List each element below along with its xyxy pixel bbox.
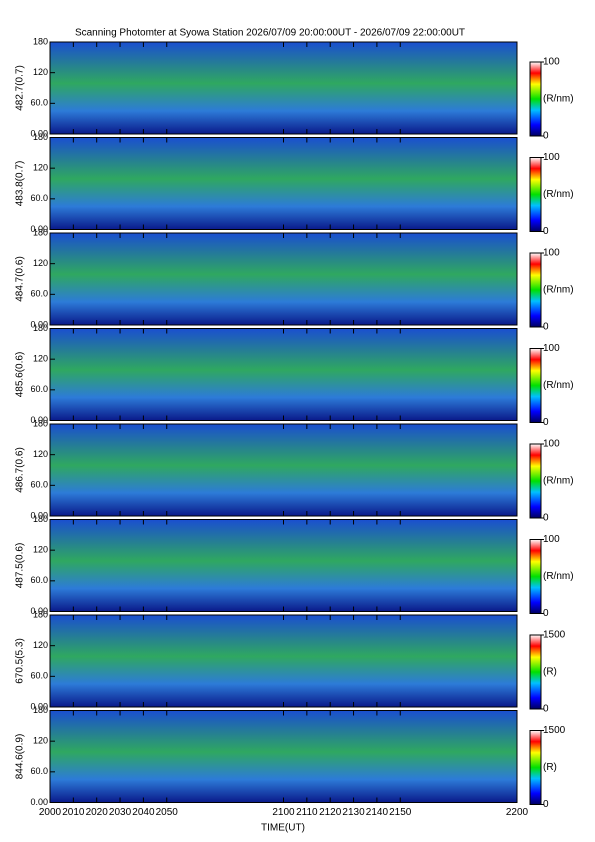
x-tick-label: 2040 xyxy=(132,807,155,818)
heatmap-image xyxy=(49,614,518,708)
x-tick-label: 2100 xyxy=(272,807,295,818)
y-axis-label: 482.7(0.7) xyxy=(15,65,26,111)
colorbar-tick-label: 100 xyxy=(543,439,560,450)
heatmap-image xyxy=(49,710,518,803)
y-axis-label: 485.6(0.6) xyxy=(15,352,26,398)
y-tick-label: 0.00 xyxy=(30,128,48,138)
y-tick-label: 60.0 xyxy=(30,480,48,490)
colorbar-tick-label: 0 xyxy=(543,608,549,619)
y-axis-label: 486.7(0.6) xyxy=(15,447,26,493)
x-tick-label: 2050 xyxy=(156,807,179,818)
y-axis-label: 670.5(5.3) xyxy=(15,638,26,684)
colorbar-label: (R/nm) xyxy=(543,189,574,200)
y-tick-label: 60.0 xyxy=(30,384,48,394)
colorbar-label: (R/nm) xyxy=(543,571,574,582)
heatmap-image xyxy=(49,519,518,612)
y-tick-label: 60.0 xyxy=(30,671,48,681)
y-axis-label: 487.5(0.6) xyxy=(15,543,26,589)
y-tick-label: 120 xyxy=(33,449,48,459)
colorbar-tick-label: 1500 xyxy=(543,630,566,641)
y-tick-label: 180 xyxy=(33,36,48,46)
colorbar-tick-label: 100 xyxy=(543,534,560,545)
y-tick-label: 0.00 xyxy=(30,510,48,520)
x-tick-label: 2030 xyxy=(109,807,132,818)
x-tick-label: 2200 xyxy=(506,807,529,818)
y-tick-label: 120 xyxy=(33,736,48,746)
x-tick-label: 2110 xyxy=(296,807,318,818)
heatmap-image xyxy=(49,423,518,517)
x-tick-label: 2150 xyxy=(389,807,412,818)
y-tick-label: 120 xyxy=(33,354,48,364)
y-tick-label: 120 xyxy=(33,163,48,173)
y-axis-label: 844.6(0.9) xyxy=(15,734,26,780)
colorbar xyxy=(529,157,542,232)
colorbar-label: (R/nm) xyxy=(543,380,574,391)
colorbar-tick-label: 0 xyxy=(543,322,549,333)
y-tick-label: 180 xyxy=(33,132,48,142)
y-tick-label: 0.00 xyxy=(30,224,48,234)
y-tick-label: 0.00 xyxy=(30,606,48,616)
colorbar-label: (R) xyxy=(543,667,557,678)
heatmap-image xyxy=(49,41,518,135)
colorbar-tick-label: 100 xyxy=(543,248,560,259)
colorbar-tick-label: 0 xyxy=(543,226,549,237)
y-tick-label: 120 xyxy=(33,67,48,77)
x-tick-label: 2140 xyxy=(366,807,389,818)
y-tick-label: 120 xyxy=(33,545,48,555)
colorbar-tick-label: 100 xyxy=(543,152,560,163)
y-tick-label: 0.00 xyxy=(30,319,48,329)
y-tick-label: 0.00 xyxy=(30,701,48,711)
heatmap-image xyxy=(49,328,518,421)
y-tick-label: 180 xyxy=(33,323,48,333)
colorbar-tick-label: 100 xyxy=(543,343,560,354)
x-axis-label: TIME(UT) xyxy=(261,823,305,834)
y-tick-label: 120 xyxy=(33,258,48,268)
chart-title: Scanning Photomter at Syowa Station 2026… xyxy=(75,28,465,39)
y-tick-label: 60.0 xyxy=(30,766,48,776)
y-tick-label: 60.0 xyxy=(30,575,48,585)
colorbar xyxy=(529,634,542,710)
colorbar-label: (R/nm) xyxy=(543,476,574,487)
colorbar xyxy=(529,443,542,519)
y-tick-label: 60.0 xyxy=(30,193,48,203)
colorbar-tick-label: 0 xyxy=(543,799,549,810)
x-tick-label: 2010 xyxy=(62,807,85,818)
colorbar-tick-label: 100 xyxy=(543,57,560,68)
colorbar-label: (R) xyxy=(543,762,557,773)
colorbar-label: (R/nm) xyxy=(543,94,574,105)
colorbar xyxy=(529,252,542,328)
y-tick-label: 0.00 xyxy=(30,797,48,807)
colorbar-tick-label: 0 xyxy=(543,131,549,142)
colorbar-label: (R/nm) xyxy=(543,285,574,296)
y-axis-label: 483.8(0.7) xyxy=(15,161,26,207)
y-tick-label: 180 xyxy=(33,227,48,237)
colorbar-tick-label: 0 xyxy=(543,704,549,715)
x-tick-label: 2120 xyxy=(319,807,342,818)
y-tick-label: 0.00 xyxy=(30,415,48,425)
y-tick-label: 180 xyxy=(33,514,48,524)
y-tick-label: 60.0 xyxy=(30,98,48,108)
y-axis-label: 484.7(0.6) xyxy=(15,256,26,302)
colorbar-tick-label: 0 xyxy=(543,417,549,428)
heatmap-image xyxy=(49,232,518,326)
colorbar xyxy=(529,539,542,614)
y-tick-label: 120 xyxy=(33,640,48,650)
x-tick-label: 2000 xyxy=(39,807,62,818)
y-tick-label: 180 xyxy=(33,705,48,715)
x-tick-label: 2020 xyxy=(86,807,109,818)
colorbar xyxy=(529,348,542,423)
colorbar xyxy=(529,61,542,137)
colorbar-tick-label: 1500 xyxy=(543,725,566,736)
colorbar-tick-label: 0 xyxy=(543,513,549,524)
y-tick-label: 180 xyxy=(33,418,48,428)
heatmap-image xyxy=(49,137,518,230)
x-tick-label: 2130 xyxy=(342,807,365,818)
y-tick-label: 60.0 xyxy=(30,289,48,299)
y-tick-label: 180 xyxy=(33,609,48,619)
colorbar xyxy=(529,730,542,805)
